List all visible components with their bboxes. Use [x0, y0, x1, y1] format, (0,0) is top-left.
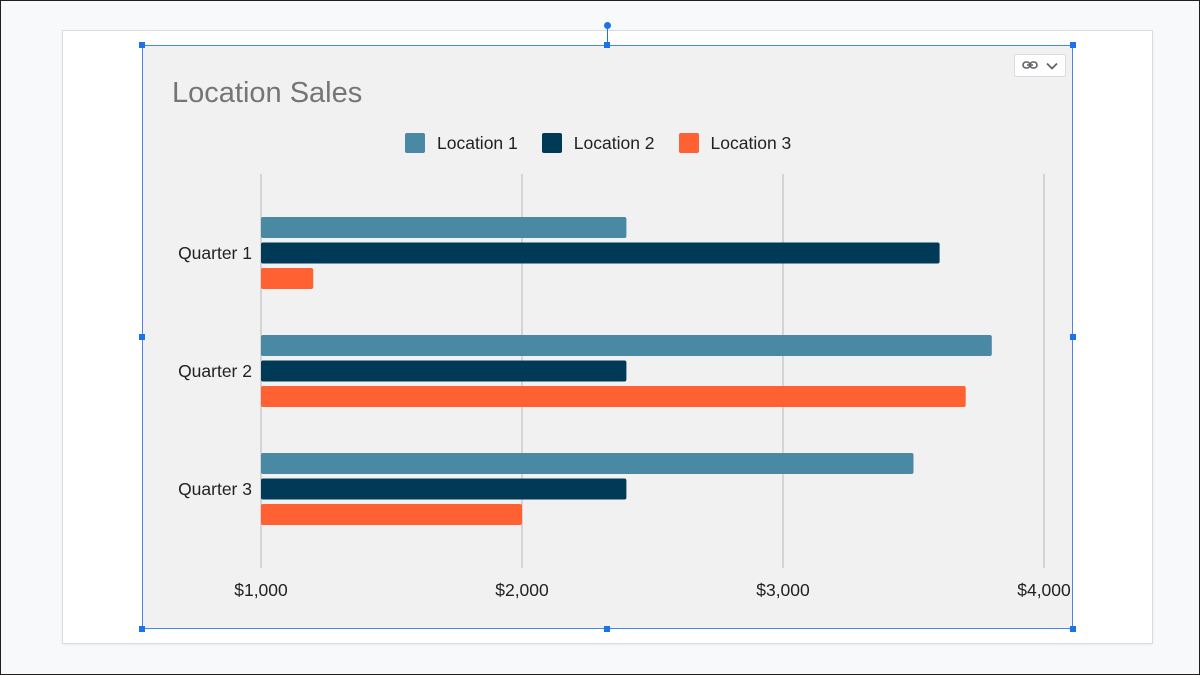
legend-swatch: [405, 133, 425, 153]
rotate-stem: [607, 26, 608, 46]
resize-handle-bottom-right[interactable]: [1070, 626, 1076, 632]
legend-label: Location 2: [573, 132, 655, 153]
resize-handle-bottom-center[interactable]: [604, 626, 610, 632]
legend-swatch: [541, 133, 562, 153]
chart-legend: Location 1 Location 2 Location 3: [405, 132, 815, 154]
resize-handle-top-left[interactable]: [139, 42, 145, 48]
resize-handle-bottom-left[interactable]: [139, 626, 145, 632]
resize-handle-middle-right[interactable]: [1070, 334, 1076, 340]
legend-item: Location 1: [405, 133, 518, 154]
legend-item: Location 2: [541, 132, 655, 154]
legend-label: Location 1: [437, 132, 518, 153]
linked-chart-options-button[interactable]: [1014, 54, 1066, 77]
resize-handle-middle-left[interactable]: [139, 334, 145, 340]
legend-item: Location 3: [678, 132, 792, 154]
chevron-down-icon: [1046, 57, 1058, 75]
chart-title: Location Sales: [172, 77, 363, 109]
resize-handle-top-center[interactable]: [604, 42, 610, 48]
rotate-handle[interactable]: [604, 22, 611, 29]
link-icon: [1022, 57, 1038, 75]
legend-label: Location 3: [710, 132, 792, 153]
resize-handle-top-right[interactable]: [1070, 42, 1076, 48]
legend-swatch: [678, 133, 699, 153]
